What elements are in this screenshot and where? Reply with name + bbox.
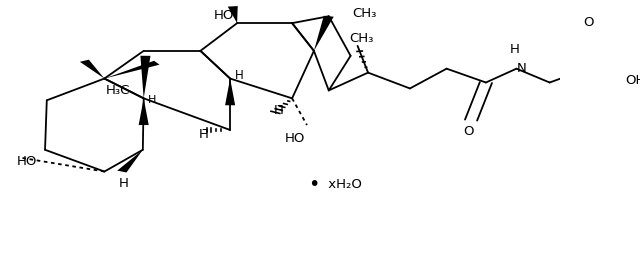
- Text: CH₃: CH₃: [349, 32, 373, 46]
- Text: HO: HO: [285, 132, 305, 145]
- Text: HO: HO: [17, 155, 38, 168]
- Text: HO: HO: [214, 9, 234, 22]
- Polygon shape: [139, 98, 148, 125]
- Text: H₃C: H₃C: [106, 84, 131, 97]
- Text: O: O: [463, 125, 474, 138]
- Polygon shape: [225, 78, 235, 105]
- Polygon shape: [140, 56, 150, 98]
- Polygon shape: [314, 16, 333, 51]
- Text: H: H: [118, 177, 129, 190]
- Polygon shape: [228, 6, 237, 23]
- Polygon shape: [104, 61, 159, 78]
- Text: H̄: H̄: [274, 104, 284, 117]
- Text: H̄: H̄: [199, 128, 209, 141]
- Text: N: N: [516, 62, 526, 75]
- Text: OH: OH: [625, 74, 640, 87]
- Polygon shape: [117, 150, 143, 172]
- Text: H: H: [236, 69, 244, 82]
- Text: xH₂O: xH₂O: [324, 178, 362, 191]
- Text: O: O: [583, 16, 593, 29]
- Text: H: H: [510, 43, 520, 56]
- Polygon shape: [80, 60, 104, 78]
- Text: CH₃: CH₃: [353, 7, 377, 20]
- Text: •: •: [308, 175, 319, 194]
- Text: H: H: [148, 95, 156, 105]
